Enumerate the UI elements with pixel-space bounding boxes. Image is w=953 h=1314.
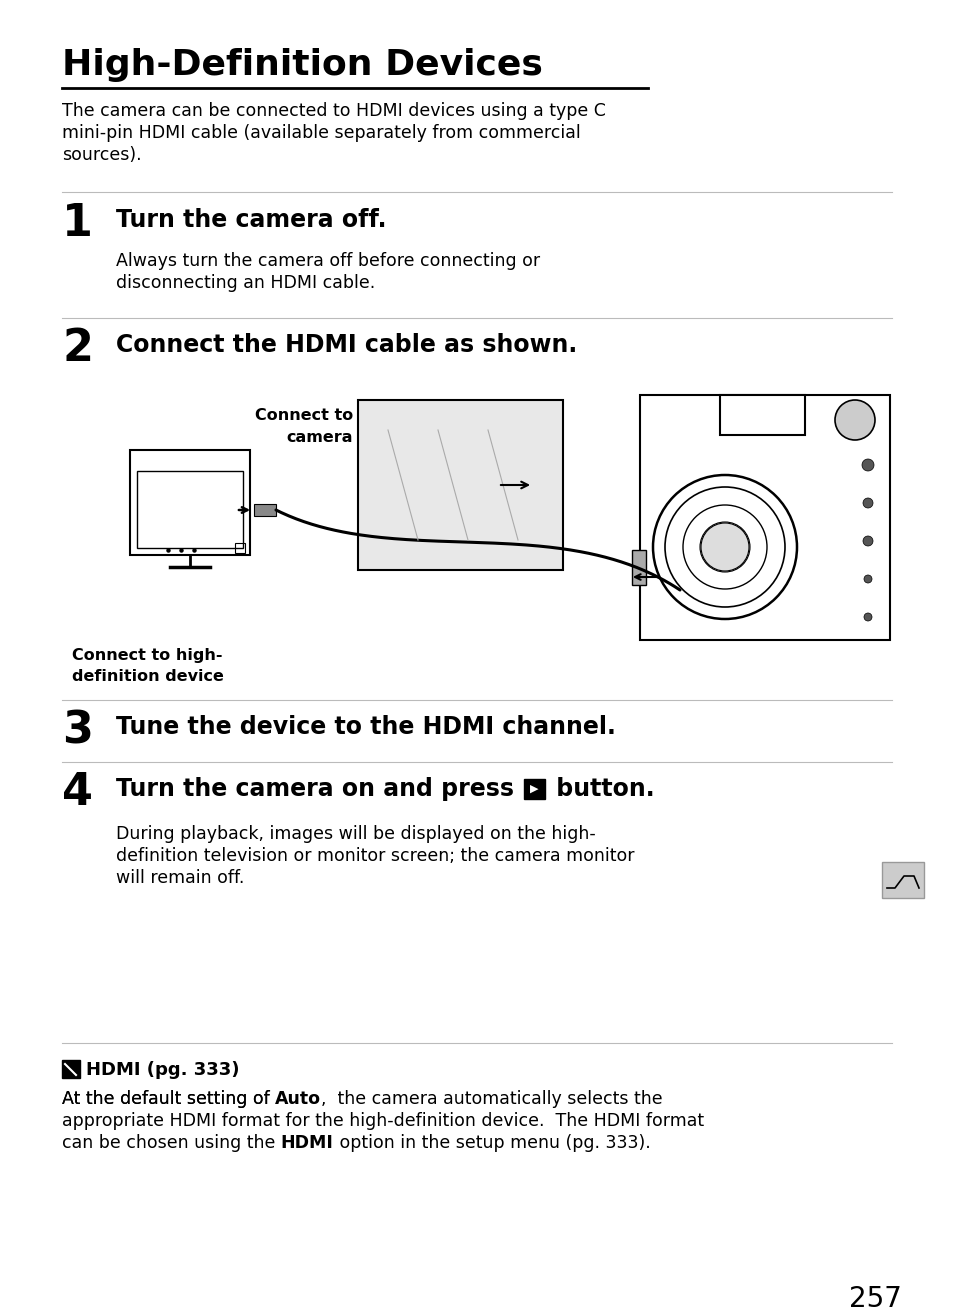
Text: mini-pin HDMI cable (available separately from commercial: mini-pin HDMI cable (available separatel…	[62, 124, 580, 142]
Circle shape	[862, 459, 873, 470]
Text: At the default setting of: At the default setting of	[62, 1091, 275, 1108]
Text: can be chosen using the: can be chosen using the	[62, 1134, 280, 1152]
Bar	[130, 449, 250, 555]
Circle shape	[862, 498, 872, 509]
Text: The camera can be connected to HDMI devices using a type C: The camera can be connected to HDMI devi…	[62, 102, 605, 120]
Text: ,  the camera automatically selects the: , the camera automatically selects the	[321, 1091, 662, 1108]
Text: appropriate HDMI format for the high-definition device.  The HDMI format: appropriate HDMI format for the high-def…	[62, 1112, 703, 1130]
Text: Connect the HDMI cable as shown.: Connect the HDMI cable as shown.	[116, 332, 577, 357]
Text: button.: button.	[547, 777, 654, 802]
Circle shape	[863, 576, 871, 583]
Bar	[234, 543, 245, 553]
Text: Auto: Auto	[275, 1091, 321, 1108]
Bar	[882, 862, 923, 897]
Text: sources).: sources).	[62, 146, 141, 164]
Text: At the default setting of: At the default setting of	[62, 1091, 275, 1108]
Text: Turn the camera on and press: Turn the camera on and press	[116, 777, 521, 802]
Circle shape	[863, 614, 871, 622]
Text: High-Definition Devices: High-Definition Devices	[62, 49, 542, 81]
Text: 3: 3	[62, 710, 92, 752]
Bar	[62, 1060, 80, 1077]
Text: Tune the device to the HDMI channel.: Tune the device to the HDMI channel.	[116, 715, 616, 738]
Text: disconnecting an HDMI cable.: disconnecting an HDMI cable.	[116, 275, 375, 292]
Circle shape	[862, 536, 872, 547]
Bar	[253, 505, 275, 516]
Text: HDMI (pg. 333): HDMI (pg. 333)	[86, 1060, 239, 1079]
Bar	[524, 779, 544, 799]
Circle shape	[700, 523, 748, 572]
Bar	[639, 396, 889, 640]
Text: During playback, images will be displayed on the high-: During playback, images will be displaye…	[116, 825, 595, 844]
Text: ▶: ▶	[530, 784, 538, 794]
Bar	[357, 399, 562, 570]
Text: Connect to high-
definition device: Connect to high- definition device	[71, 648, 224, 685]
Bar	[137, 470, 243, 548]
Text: Turn the camera off.: Turn the camera off.	[116, 208, 386, 233]
Text: 257: 257	[848, 1285, 901, 1313]
Circle shape	[834, 399, 874, 440]
Text: HDMI: HDMI	[280, 1134, 334, 1152]
Text: 2: 2	[62, 327, 92, 371]
Text: 1: 1	[62, 202, 92, 244]
Text: Always turn the camera off before connecting or: Always turn the camera off before connec…	[116, 252, 539, 269]
Text: option in the setup menu (pg. 333).: option in the setup menu (pg. 333).	[334, 1134, 650, 1152]
Bar	[720, 396, 804, 435]
Text: will remain off.: will remain off.	[116, 869, 244, 887]
Text: 4: 4	[62, 771, 92, 813]
Bar	[631, 551, 645, 585]
Text: Connect to
camera: Connect to camera	[254, 409, 353, 445]
Text: definition television or monitor screen; the camera monitor: definition television or monitor screen;…	[116, 848, 634, 865]
